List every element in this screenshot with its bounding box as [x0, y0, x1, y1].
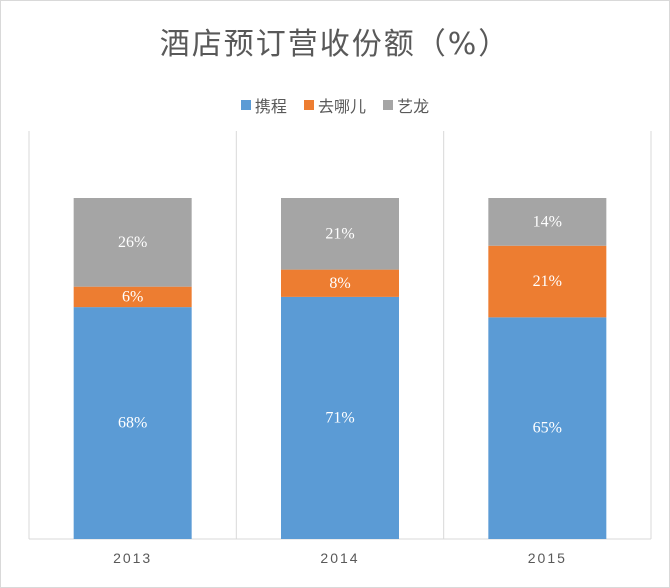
data-label-2013-series-2: 26%: [118, 234, 147, 251]
data-label-2014-series-0: 71%: [325, 409, 354, 426]
legend: 携程 去哪儿 艺龙: [1, 93, 669, 117]
x-tick-label-2015: 2015: [528, 550, 567, 566]
data-label-2013-series-0: 68%: [118, 415, 147, 432]
legend-item-qunar: 去哪儿: [303, 93, 366, 117]
bar-2015-series-2: [488, 198, 607, 246]
x-tick-label-2013: 2013: [113, 550, 152, 566]
chart-title: 酒店预订营收份额（%）: [159, 27, 511, 62]
legend-item-xiecheng: 携程: [240, 93, 287, 117]
legend-label-qunar: 去哪儿: [317, 97, 366, 116]
bar-2013-series-2: [73, 198, 192, 287]
legend-label-elong: 艺龙: [397, 97, 430, 116]
legend-label-xiecheng: 携程: [254, 97, 287, 116]
data-label-2015-series-0: 65%: [533, 420, 562, 437]
data-label-2015-series-2: 14%: [533, 213, 562, 230]
data-label-2014-series-1: 8%: [329, 275, 350, 292]
legend-swatch-qunar: [303, 100, 314, 110]
bar-2014-series-0: [281, 296, 399, 539]
bar-2014-series-1: [281, 269, 399, 297]
legend-item-elong: 艺龙: [383, 93, 429, 117]
bar-2014-series-2: [281, 198, 399, 270]
legend-swatch-elong: [383, 100, 394, 110]
x-tick-label-2014: 2014: [320, 550, 359, 566]
bar-2015-series-0: [488, 317, 607, 539]
data-label-2013-series-1: 6%: [122, 288, 143, 305]
bar-2013-series-1: [73, 286, 192, 308]
legend-swatch-xiecheng: [240, 100, 251, 110]
bar-2013-series-0: [73, 307, 192, 539]
data-label-2015-series-1: 21%: [533, 273, 562, 290]
data-label-2014-series-2: 21%: [325, 225, 354, 242]
bar-2015-series-1: [488, 245, 607, 318]
